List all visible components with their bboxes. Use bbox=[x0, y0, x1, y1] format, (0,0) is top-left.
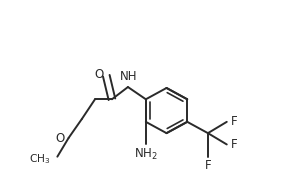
Text: O: O bbox=[55, 132, 65, 145]
Text: O: O bbox=[94, 68, 104, 81]
Text: CH$_3$: CH$_3$ bbox=[29, 153, 51, 166]
Text: NH: NH bbox=[120, 70, 138, 83]
Text: NH$_2$: NH$_2$ bbox=[134, 147, 158, 162]
Text: F: F bbox=[231, 115, 237, 128]
Text: F: F bbox=[204, 159, 211, 172]
Text: F: F bbox=[231, 138, 237, 151]
